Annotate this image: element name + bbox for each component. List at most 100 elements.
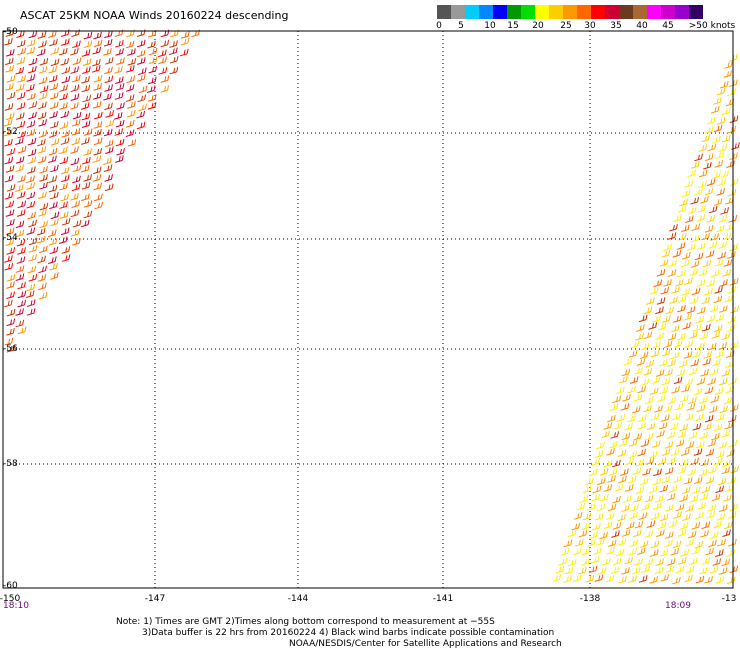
wind-barb bbox=[682, 322, 691, 330]
wind-barb bbox=[729, 178, 739, 186]
wind-barb bbox=[563, 575, 572, 583]
wind-barb bbox=[601, 430, 610, 439]
wind-barb bbox=[715, 485, 724, 494]
wind-barb bbox=[70, 47, 79, 56]
wind-barb bbox=[715, 350, 724, 358]
wind-barb bbox=[638, 512, 648, 520]
wind-barb bbox=[727, 414, 737, 423]
wind-barb bbox=[679, 494, 688, 503]
legend-swatch bbox=[689, 5, 703, 19]
legend-label: 15 bbox=[507, 21, 519, 31]
wind-barb bbox=[703, 351, 712, 359]
wind-barb bbox=[71, 200, 81, 209]
wind-barb bbox=[160, 39, 170, 48]
wind-barb bbox=[596, 538, 605, 546]
wind-barb bbox=[17, 130, 26, 139]
wind-barb bbox=[690, 359, 700, 367]
wind-barb bbox=[633, 393, 643, 402]
wind-barb bbox=[659, 549, 669, 557]
wind-barb bbox=[4, 299, 13, 308]
wind-barb bbox=[6, 75, 16, 83]
wind-barb bbox=[675, 565, 685, 574]
wind-barb bbox=[643, 404, 652, 413]
wind-barb bbox=[37, 155, 47, 164]
wind-barb bbox=[704, 287, 713, 296]
wind-barb bbox=[718, 377, 728, 386]
wind-barb bbox=[61, 38, 70, 46]
wind-barb bbox=[663, 340, 673, 349]
wind-barb bbox=[26, 120, 36, 128]
wind-barb bbox=[635, 486, 645, 495]
wind-barb bbox=[49, 83, 59, 91]
wind-speed-color-legend bbox=[437, 5, 703, 19]
wind-barb bbox=[692, 486, 701, 494]
wind-barb bbox=[716, 513, 726, 521]
wind-barb bbox=[25, 290, 35, 298]
wind-barb bbox=[50, 58, 60, 67]
wind-barb bbox=[6, 247, 16, 255]
wind-barb bbox=[114, 66, 123, 74]
wind-barb bbox=[83, 31, 93, 40]
wind-barb bbox=[16, 209, 26, 217]
legend-swatch bbox=[549, 5, 563, 19]
wind-barb bbox=[695, 511, 704, 520]
wind-barb bbox=[698, 169, 708, 178]
wind-barb bbox=[26, 299, 36, 307]
wind-barb bbox=[716, 87, 726, 96]
wind-barb bbox=[48, 65, 58, 74]
wind-barb bbox=[670, 351, 680, 360]
wind-barb bbox=[700, 458, 710, 467]
wind-barb bbox=[629, 539, 638, 548]
wind-barb bbox=[125, 120, 135, 128]
time-label-right: 18:09 bbox=[665, 601, 691, 611]
wind-barb bbox=[594, 574, 604, 582]
wind-barb bbox=[158, 49, 167, 58]
wind-barb bbox=[724, 421, 734, 430]
wind-barb bbox=[669, 296, 678, 304]
wind-barb bbox=[666, 558, 676, 566]
wind-barb bbox=[694, 187, 703, 196]
wind-barb bbox=[708, 539, 717, 548]
wind-barb bbox=[639, 351, 649, 359]
wind-barb bbox=[60, 174, 70, 183]
wind-barb bbox=[16, 256, 26, 264]
wind-barb bbox=[716, 117, 726, 125]
wind-barb bbox=[634, 520, 644, 529]
wind-barb bbox=[657, 394, 666, 402]
wind-barb bbox=[560, 548, 570, 556]
wind-barb bbox=[4, 337, 14, 346]
wind-barb bbox=[649, 549, 659, 557]
lon-label: -150 bbox=[0, 594, 21, 604]
wind-barb bbox=[606, 512, 615, 520]
wind-barb bbox=[702, 323, 711, 332]
wind-barb bbox=[695, 575, 705, 584]
wind-barb bbox=[705, 547, 714, 556]
wind-barb bbox=[116, 57, 125, 65]
wind-barb bbox=[642, 468, 651, 476]
wind-barb bbox=[694, 540, 704, 549]
wind-barb bbox=[17, 299, 27, 308]
wind-barb bbox=[137, 74, 146, 82]
wind-barb bbox=[15, 229, 25, 238]
wind-barb bbox=[661, 414, 670, 422]
wind-barb bbox=[704, 225, 714, 233]
wind-barb bbox=[675, 279, 684, 287]
wind-barb bbox=[80, 164, 90, 173]
wind-barb bbox=[697, 205, 706, 213]
wind-barb bbox=[707, 377, 716, 386]
wind-barb bbox=[28, 30, 38, 39]
plot-frame bbox=[2, 30, 734, 589]
lon-label: -147 bbox=[144, 594, 166, 604]
wind-barb bbox=[6, 328, 15, 336]
wind-barb bbox=[712, 358, 721, 367]
wind-barb bbox=[626, 521, 635, 530]
wind-barb bbox=[147, 40, 156, 49]
wind-barb bbox=[620, 403, 630, 411]
wind-barb bbox=[650, 387, 659, 395]
legend-swatch bbox=[661, 5, 675, 19]
wind-barb bbox=[627, 414, 636, 423]
wind-barb bbox=[696, 342, 705, 350]
wind-barb bbox=[49, 246, 59, 255]
wind-barb bbox=[49, 201, 58, 210]
